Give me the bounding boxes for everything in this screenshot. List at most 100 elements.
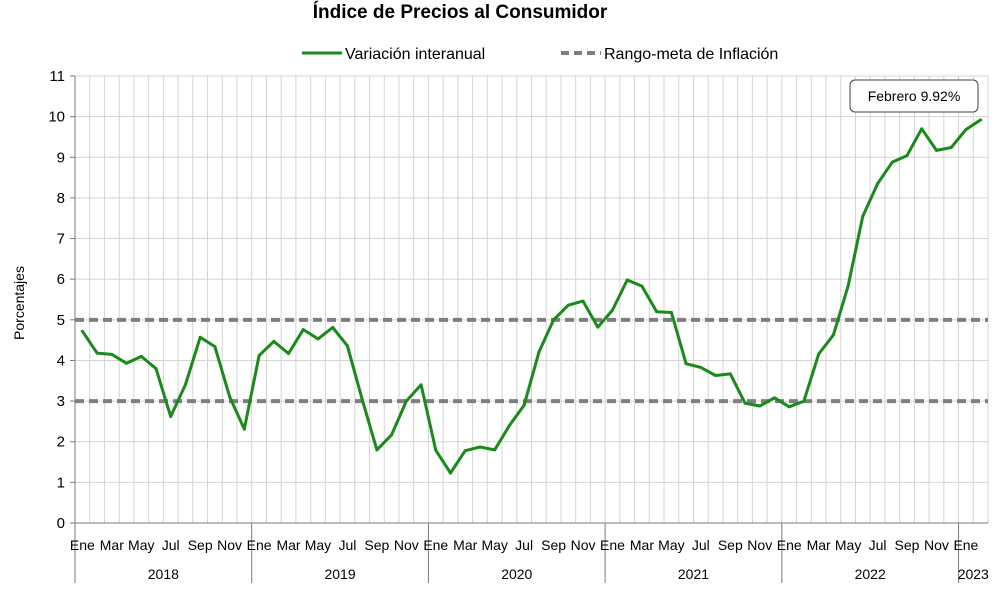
x-month-label: Nov: [571, 537, 596, 553]
y-tick-labels: 0 1 2 3 4 5 6 7 8 9 10 11: [48, 68, 65, 532]
data-point: [610, 308, 614, 312]
x-month-label: Nov: [924, 537, 949, 553]
data-point: [920, 127, 924, 131]
data-point: [669, 311, 673, 315]
data-point: [507, 423, 511, 427]
data-point: [772, 396, 776, 400]
x-month-label: Ene: [777, 537, 802, 553]
x-month-label: Jul: [162, 537, 180, 553]
x-month-label: Sep: [188, 537, 213, 553]
data-point: [154, 367, 158, 371]
x-month-label: Ene: [70, 537, 95, 553]
x-month-label: May: [835, 537, 861, 553]
series-variacion-interanual: [80, 118, 983, 475]
data-point: [301, 328, 305, 332]
x-month-label: Mar: [630, 537, 654, 553]
data-point: [139, 354, 143, 358]
data-point: [537, 350, 541, 354]
data-point: [890, 160, 894, 164]
data-point: [95, 351, 99, 355]
x-year-label: 2021: [678, 566, 709, 582]
data-point: [390, 433, 394, 437]
data-point: [655, 310, 659, 314]
data-point: [183, 383, 187, 387]
x-month-label: Ene: [423, 537, 448, 553]
x-month-label: Jul: [869, 537, 887, 553]
data-point: [463, 449, 467, 453]
chart-title: Índice de Precios al Consumidor: [313, 1, 608, 23]
x-month-label: Mar: [807, 537, 831, 553]
data-point: [331, 326, 335, 330]
data-point: [861, 214, 865, 218]
y-tick-label: 5: [57, 312, 65, 329]
x-month-label: May: [305, 537, 331, 553]
data-point: [596, 325, 600, 329]
x-month-label: Jul: [338, 537, 356, 553]
x-month-label: Mar: [276, 537, 300, 553]
data-point: [478, 445, 482, 449]
data-point: [552, 318, 556, 322]
x-month-label: Sep: [541, 537, 566, 553]
target-range-lines: [75, 317, 988, 404]
x-month-label: Mar: [100, 537, 124, 553]
y-tick-label: 9: [57, 149, 65, 166]
y-tick-label: 3: [57, 393, 65, 410]
data-point: [625, 278, 629, 282]
legend-label-rango-meta: Rango-meta de Inflación: [604, 46, 778, 63]
data-point: [493, 448, 497, 452]
data-point: [213, 345, 217, 349]
data-point: [169, 415, 173, 419]
data-point: [287, 352, 291, 356]
data-point: [581, 299, 585, 303]
data-point: [949, 146, 953, 150]
data-point: [743, 401, 747, 405]
x-month-label: May: [481, 537, 507, 553]
x-year-label: 2019: [324, 566, 355, 582]
data-point: [831, 333, 835, 337]
y-tick-label: 4: [57, 352, 65, 369]
data-point: [905, 154, 909, 158]
data-point: [198, 335, 202, 339]
data-point: [846, 284, 850, 288]
data-point: [125, 361, 129, 365]
x-month-label: Nov: [217, 537, 242, 553]
x-month-label: Sep: [895, 537, 920, 553]
annotation-text: Febrero 9.92%: [868, 88, 961, 104]
x-year-label: 2018: [148, 566, 179, 582]
x-month-label: Jul: [692, 537, 710, 553]
data-point: [699, 365, 703, 369]
axes: [70, 75, 988, 583]
y-axis-label: Porcentajes: [11, 266, 27, 340]
x-month-label: Nov: [747, 537, 772, 553]
data-point: [257, 354, 261, 358]
data-point: [345, 344, 349, 348]
data-point: [316, 337, 320, 341]
x-year-label: 2022: [855, 566, 886, 582]
data-point: [817, 352, 821, 356]
y-tick-label: 11: [49, 68, 65, 85]
data-point: [449, 471, 453, 475]
y-tick-label: 2: [57, 434, 65, 451]
x-month-label: May: [658, 537, 684, 553]
data-point: [787, 405, 791, 409]
data-point: [979, 118, 983, 122]
data-point: [419, 383, 423, 387]
data-point: [802, 399, 806, 403]
data-point: [375, 448, 379, 452]
data-point: [80, 329, 84, 333]
data-point: [684, 362, 688, 366]
legend-label-variacion: Variación interanual: [345, 46, 485, 63]
x-month-label: May: [128, 537, 154, 553]
data-point: [522, 403, 526, 407]
x-month-label: Sep: [364, 537, 389, 553]
legend: Variación interanual Rango-meta de Infla…: [302, 46, 778, 63]
x-month-label: Ene: [953, 537, 978, 553]
y-tick-label: 0: [57, 515, 65, 532]
data-point: [758, 404, 762, 408]
x-month-label: Nov: [394, 537, 419, 553]
annotation-frame: [849, 79, 979, 113]
data-point: [360, 397, 364, 401]
data-point: [566, 303, 570, 307]
